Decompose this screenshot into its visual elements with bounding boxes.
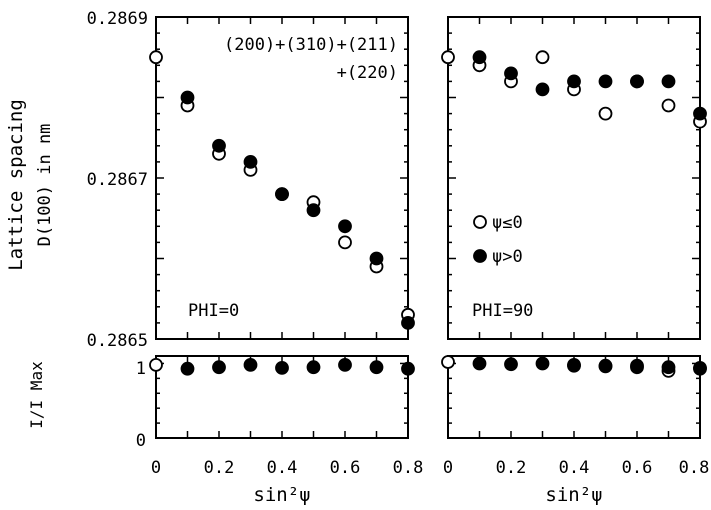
- point-right-i-filled: [661, 360, 676, 375]
- x-tick-label-right-0: 0: [443, 458, 453, 478]
- point-right-d-open: [598, 106, 613, 121]
- y-tick-label-bottom-1: 0: [136, 431, 146, 451]
- x-tick-label-right-2: 0.4: [559, 458, 590, 478]
- point-left-i-open: [149, 357, 163, 372]
- x-tick-label-right-1: 0.2: [496, 458, 527, 478]
- axis-tick-marks: [155, 16, 701, 439]
- legend-filled-marker: [473, 249, 487, 263]
- point-left-i-filled: [401, 361, 415, 376]
- panel-label-phi0: PHI=0: [188, 301, 239, 321]
- y-tick-label-top-0: 0.2869: [87, 9, 148, 29]
- x-tick-label-left-0: 0: [151, 458, 161, 478]
- point-right-i-filled: [630, 358, 644, 373]
- point-right-d-open: [441, 50, 455, 65]
- x-tick-label-right-4: 0.8: [679, 458, 710, 478]
- point-right-d-filled: [693, 106, 707, 121]
- x-axis-label-left: sin²ψ: [253, 484, 310, 506]
- point-right-d-filled: [567, 74, 581, 89]
- point-left-d-filled: [306, 203, 321, 218]
- point-right-d-filled: [535, 82, 550, 97]
- x-ticks-left: 0 0.2 0.4 0.6 0.8: [151, 458, 423, 478]
- panel-label-phi90: PHI=90: [472, 301, 533, 321]
- point-left-d-filled: [275, 187, 289, 202]
- point-right-d-open: [661, 98, 676, 113]
- reflections-label-line1: (200)+(310)+(211): [224, 35, 398, 55]
- point-left-i-filled: [180, 361, 195, 376]
- y-tick-label-bottom-0: 1: [136, 359, 146, 379]
- x-tick-label-right-3: 0.6: [622, 458, 653, 478]
- y-axis-label-intensity: I/I Max: [27, 361, 46, 429]
- point-left-d-open: [149, 50, 163, 65]
- reflections-label-line2: +(220): [337, 63, 398, 83]
- y-axis-label-line2: D(100) in nm: [35, 124, 55, 247]
- point-right-i-filled: [535, 356, 550, 371]
- point-left-i-filled: [306, 360, 321, 375]
- y-tick-label-top-1: 0.2867: [87, 170, 148, 190]
- legend-open-label: ψ≤0: [492, 213, 523, 233]
- point-left-i-filled: [338, 357, 352, 372]
- x-tick-label-left-3: 0.6: [330, 458, 361, 478]
- point-left-d-open: [338, 235, 352, 250]
- point-right-i-filled: [693, 361, 707, 376]
- point-right-d-filled: [661, 74, 676, 89]
- point-right-i-open: [441, 355, 455, 369]
- x-axis-label-right: sin²ψ: [545, 484, 602, 506]
- point-left-d-filled: [369, 251, 384, 266]
- point-left-i-filled: [212, 360, 226, 375]
- point-right-i-filled: [598, 358, 613, 373]
- point-right-i-filled: [504, 357, 518, 372]
- y-axis-label-line1: Lattice spacing: [5, 99, 27, 271]
- point-right-i-filled: [567, 357, 581, 372]
- point-left-i-filled: [243, 357, 258, 372]
- point-right-d-open: [535, 50, 550, 65]
- y-tick-label-top-2: 0.2865: [87, 331, 148, 351]
- legend-open-marker: [473, 215, 487, 229]
- x-ticks-right: 0 0.2 0.4 0.6 0.8: [443, 458, 709, 478]
- point-right-i-filled: [472, 356, 487, 371]
- point-left-i-filled: [275, 360, 289, 375]
- point-right-d-filled: [504, 66, 518, 81]
- x-tick-label-left-1: 0.2: [204, 458, 235, 478]
- legend-filled-label: ψ>0: [492, 247, 523, 267]
- point-left-d-filled: [338, 219, 352, 234]
- x-tick-label-left-4: 0.8: [393, 458, 424, 478]
- point-right-d-filled: [630, 74, 644, 89]
- point-right-d-filled: [598, 74, 613, 89]
- point-left-d-filled: [243, 154, 258, 169]
- point-left-d-filled: [180, 90, 195, 105]
- data-points: [149, 50, 707, 378]
- point-left-i-filled: [369, 360, 384, 375]
- legend: ψ≤0 ψ>0: [473, 213, 523, 267]
- point-right-d-filled: [472, 50, 487, 65]
- point-left-d-filled: [212, 138, 226, 153]
- point-left-d-filled: [401, 315, 415, 330]
- x-tick-label-left-2: 0.4: [267, 458, 298, 478]
